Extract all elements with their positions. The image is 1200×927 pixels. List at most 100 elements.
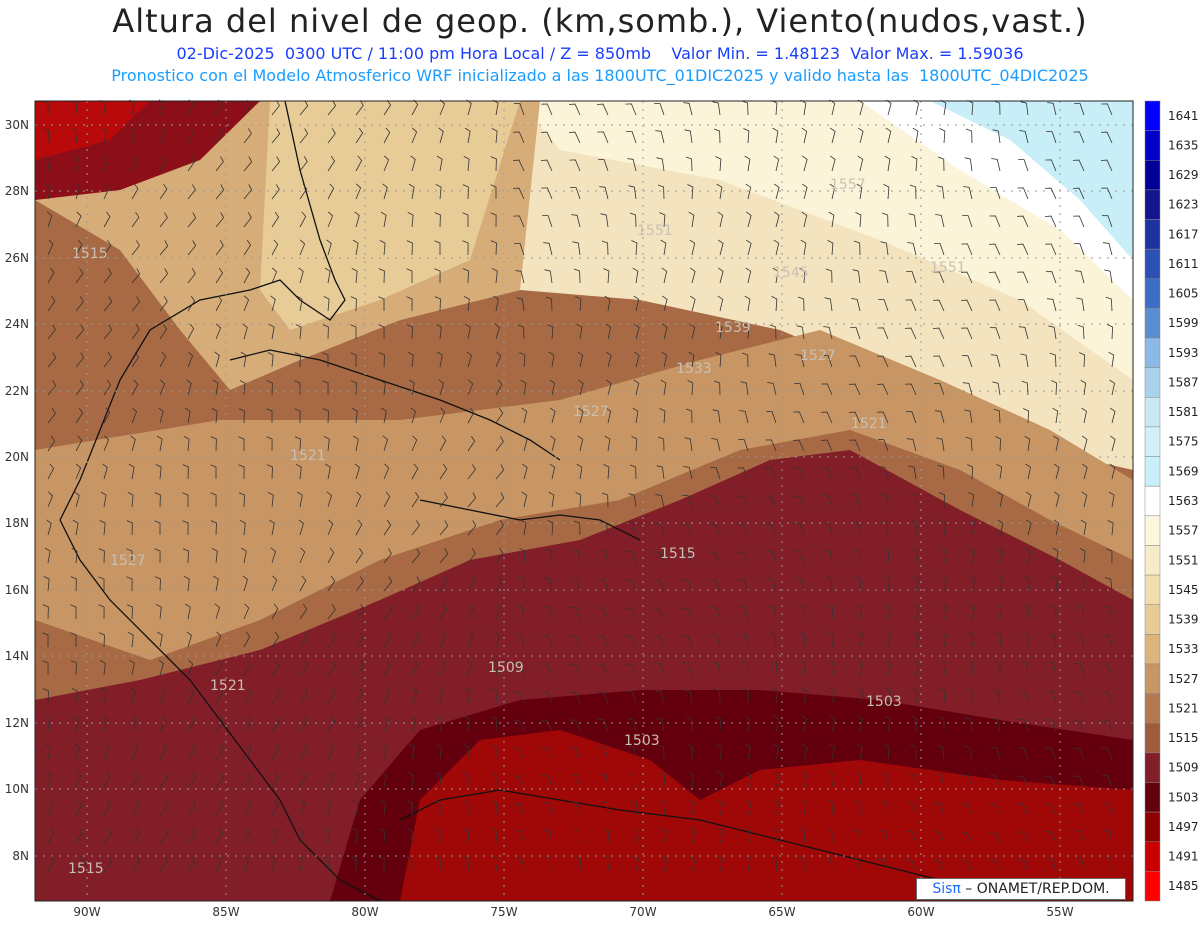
wind-barb [159,828,169,844]
wind-barb [159,856,168,872]
colorbar-swatch [1144,663,1161,694]
wind-barb [573,520,581,536]
wind-barb [969,519,975,536]
wind-barb [800,799,807,816]
wind-barb [467,575,476,592]
wind-barb [1020,353,1029,368]
wind-barb [851,298,861,312]
wind-barb [44,547,51,564]
wind-barb [411,491,420,508]
wind-barb [271,211,280,228]
colorbar-label: 1605 [1168,287,1199,301]
wind-barb [438,379,444,396]
wind-barb [439,435,447,452]
wind-barb [322,408,329,424]
wind-barb [853,240,861,256]
wind-barb [383,155,390,172]
wind-barb [885,659,892,676]
wind-barb [75,352,85,368]
wind-barb [299,100,309,116]
wind-barb [575,856,582,872]
wind-barb [540,719,553,732]
wind-barb [653,635,665,648]
wind-barb [380,211,387,228]
wind-barb [215,659,223,676]
wind-barb [74,491,80,508]
wind-barb [1101,691,1113,704]
wind-barb [992,381,1001,396]
wind-barb [383,576,393,592]
wind-barb [800,659,807,676]
wind-barb [573,268,581,284]
wind-barb [1100,719,1113,732]
wind-barb [882,772,889,788]
wind-barb [465,323,471,340]
wind-barb [210,464,217,479]
longitude-axis: 90W 85W 80W 75W 70W 65W 60W 55W [73,905,1073,919]
wind-barb [851,858,861,872]
wind-barb [299,688,309,704]
wind-barb [656,465,665,480]
wind-barb [1017,271,1029,284]
wind-barb [572,801,581,816]
wind-barb [968,631,975,648]
wind-barb [130,687,136,704]
wind-barb [1053,491,1060,508]
wind-barb [266,464,273,480]
wind-barb [1077,324,1085,340]
wind-barb [514,663,525,676]
wind-barb [407,212,414,228]
wind-barb [629,212,637,228]
wind-barb [184,407,191,424]
wind-barb [801,155,808,172]
wind-barb [378,324,385,340]
wind-barb [131,379,139,396]
wind-barb [355,743,362,760]
wind-barb [187,744,196,760]
wind-barb [299,128,309,144]
wind-barb [544,577,553,592]
wind-barb [462,772,469,788]
wind-barb [827,800,834,816]
wind-barb [411,520,420,536]
wind-barb [773,239,780,256]
lat-label: 20N [5,450,29,464]
wind-barb [1104,577,1113,592]
wind-barb [434,268,441,284]
lat-label: 18N [5,516,29,530]
wind-barb [43,576,50,592]
wind-barb [653,551,665,564]
wind-barb [47,491,54,508]
wind-barb [439,407,446,424]
wind-barb [740,381,749,396]
wind-barb [44,155,50,172]
wind-barb [299,632,308,648]
lat-label: 8N [12,849,29,863]
wind-barb [467,492,477,508]
wind-barb [213,575,219,592]
wind-barb [659,408,666,424]
wind-barb [212,379,219,396]
wind-barb [187,184,196,200]
wind-barb [907,802,917,816]
wind-barb [545,548,553,564]
wind-barb [494,631,501,648]
wind-barb [961,831,973,844]
wind-barb [323,296,330,312]
wind-barb [435,323,442,340]
wind-barb [327,519,334,536]
wind-barb [47,380,57,396]
wind-barb [1050,604,1057,620]
wind-barb [716,183,723,200]
wind-barb [961,243,973,256]
wind-barb [708,551,721,564]
wind-barb [937,156,945,172]
wind-barb [717,211,724,228]
wind-barb [127,492,134,508]
wind-barb [75,239,83,256]
wind-barb [961,803,973,816]
wind-barb [1107,520,1114,536]
wind-barb [1105,296,1113,312]
wind-barb [659,772,666,788]
wind-barb [491,828,498,844]
